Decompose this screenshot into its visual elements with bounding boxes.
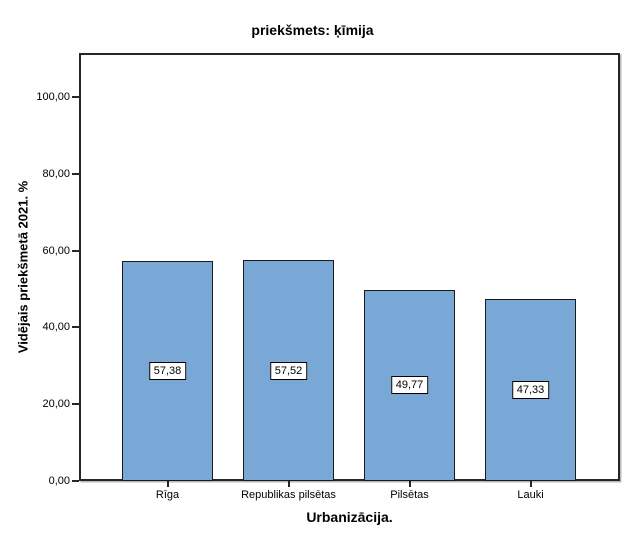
bar-value-label: 49,77 [390,376,429,395]
x-axis-category-label: Rīga [155,489,180,501]
y-axis-tick [72,326,79,329]
x-axis-tick [287,481,290,487]
y-axis-tick-label: 0,00 [48,475,70,487]
y-axis-tick-label: 100,00 [36,91,70,104]
y-axis-tick-label: 60,00 [42,244,70,257]
y-axis-tick-label: 80,00 [42,167,70,180]
x-axis-tick [408,481,411,487]
y-axis-tick [72,480,79,482]
plot-area: 57,38 57,52 49,77 47,33 [79,53,620,481]
bar-value-label: 57,38 [148,361,187,380]
y-axis-tick [72,172,79,175]
y-axis-tick [72,96,79,99]
bar-value-label: 57,52 [269,361,308,380]
bar-value-label: 47,33 [511,381,550,400]
x-axis-title: Urbanizācija. [306,509,393,525]
y-axis-tick [72,403,79,406]
chart-title: priekšmets: ķīmija [251,22,374,38]
y-axis-tick-label: 40,00 [42,321,70,334]
x-axis-tick [529,481,532,487]
y-axis-tick-label: 20,00 [42,398,70,411]
x-axis-category-label: Pilsētas [390,489,429,501]
y-axis-tick [72,249,79,252]
x-axis-tick [166,481,169,487]
x-axis-category-label: Lauki [517,489,544,501]
x-axis-category-label: Republikas pilsētas [241,489,336,501]
